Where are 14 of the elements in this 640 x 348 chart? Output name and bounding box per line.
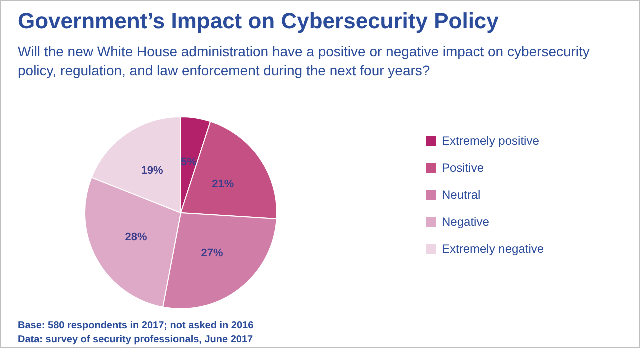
legend-label: Neutral [442,188,481,202]
legend-label: Negative [442,215,490,229]
data-label: 19% [141,164,164,177]
text: Data: survey of security professionals, June 2017 [18,334,254,346]
legend-label: Positive [442,161,484,175]
legend-label: Extremely positive [442,134,540,148]
data-label: 27% [201,247,224,260]
chart-title: Government’s Impact on Cybersecurity Policy [18,8,500,34]
data-label: 28% [125,232,148,244]
data-label: 21% [212,178,234,190]
text: Base: 580 respondents in 2017; not asked in 2016 [18,320,254,332]
legend-label: Extremely negative [442,242,544,256]
chart-subtitle: Will the new White House administration have a positive or negative impact on cybersecurity policy, regulation, and law enforcement during the next four years? [18,44,594,78]
data-label: 5% [181,156,198,169]
